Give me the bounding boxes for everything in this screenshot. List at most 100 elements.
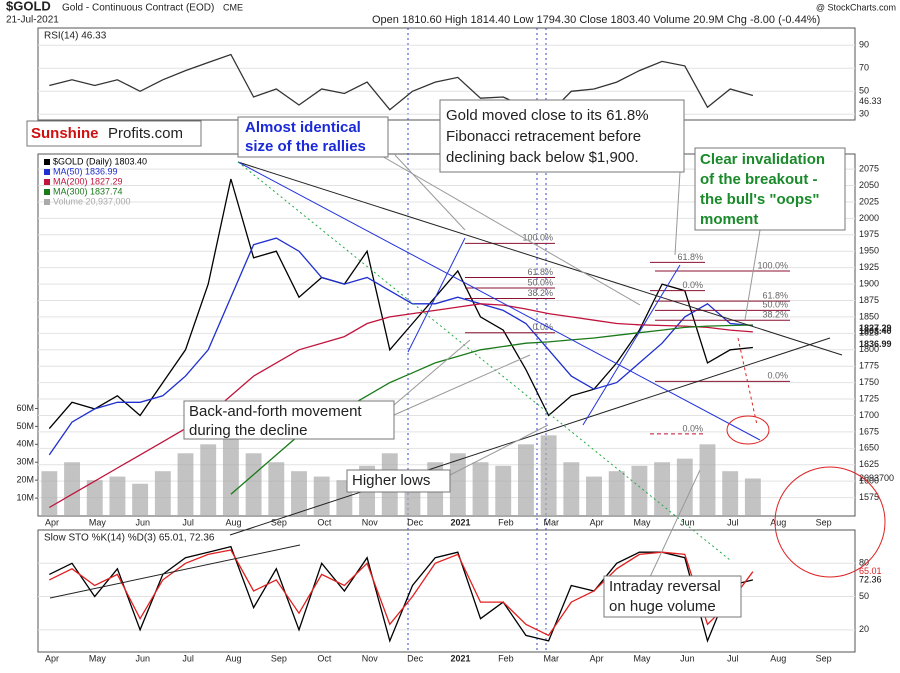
x-tick-label: Jun bbox=[136, 517, 151, 527]
fib-label: 100.0% bbox=[522, 233, 553, 243]
x-tick-label: 2021 bbox=[450, 653, 470, 663]
x-tick-label: Dec bbox=[407, 517, 424, 527]
note-box bbox=[183, 400, 395, 440]
x-tick-label: Jul bbox=[727, 653, 739, 663]
volume-bar bbox=[586, 476, 602, 516]
volume-bar bbox=[86, 480, 103, 516]
value-tag: 46.33 bbox=[859, 96, 882, 106]
volume-bar bbox=[109, 476, 126, 516]
fib-label: 0.0% bbox=[767, 371, 788, 381]
volume-bar bbox=[41, 471, 58, 516]
volume-bar bbox=[517, 444, 534, 516]
source: @ StockCharts.com bbox=[816, 2, 896, 12]
legend-swatch bbox=[44, 189, 50, 195]
value-tag: 1803.40 bbox=[859, 326, 892, 336]
legend-label: MA(50) 1836.99 bbox=[53, 166, 118, 176]
panel-label: Slow STO %K(14) %D(3) 65.01, 72.36 bbox=[44, 533, 215, 544]
volume-bar bbox=[699, 444, 716, 516]
y-tick-label: 50 bbox=[859, 591, 869, 601]
fib-label: 50.0% bbox=[527, 277, 553, 287]
volume-bar bbox=[608, 471, 625, 516]
x-tick-label: May bbox=[634, 653, 652, 663]
volume-bar bbox=[64, 462, 80, 516]
note: of the breakout - bbox=[700, 171, 818, 188]
y-tick-label: 2050 bbox=[859, 180, 879, 190]
legend-label: MA(300) 1837.74 bbox=[53, 186, 123, 196]
y-tick-label: 90 bbox=[859, 40, 869, 50]
series-line bbox=[48, 178, 753, 430]
fib-label: 100.0% bbox=[757, 260, 788, 270]
x-tick-label: Aug bbox=[226, 653, 242, 663]
note: Almost identical bbox=[245, 119, 361, 136]
y-tick-label: 1650 bbox=[859, 443, 879, 453]
y-tick-label: 1950 bbox=[859, 246, 879, 256]
volume-bar bbox=[268, 462, 285, 516]
x-tick-label: Feb bbox=[498, 517, 514, 527]
x-tick-label: Oct bbox=[317, 653, 332, 663]
x-tick-label: Jul bbox=[182, 653, 194, 663]
trendlines bbox=[49, 154, 886, 599]
brand-box bbox=[26, 120, 202, 147]
note: moment bbox=[700, 211, 758, 228]
x-tick-label: Nov bbox=[362, 653, 379, 663]
y2-tick-label: 60M bbox=[16, 403, 34, 413]
y-tick-label: 20 bbox=[859, 624, 869, 634]
x-tick-label: Oct bbox=[317, 517, 332, 527]
note-box bbox=[346, 469, 451, 493]
y-tick-label: 1575 bbox=[859, 492, 879, 502]
volume-bar bbox=[449, 453, 466, 516]
legend-swatch bbox=[44, 199, 50, 205]
y-tick-label: 2025 bbox=[859, 196, 879, 206]
panel-label: RSI(14) 46.33 bbox=[44, 31, 107, 42]
x-tick-label: Jul bbox=[182, 517, 194, 527]
legend-label: MA(200) 1827.29 bbox=[53, 176, 123, 186]
note-box bbox=[694, 147, 846, 231]
y-tick-label: 1625 bbox=[859, 459, 879, 469]
x-tick-label: May bbox=[89, 517, 107, 527]
note-box bbox=[603, 575, 742, 618]
volume-bar bbox=[132, 483, 149, 516]
fib-label: 61.8% bbox=[527, 267, 553, 277]
note: declining back below $1,900. bbox=[446, 149, 639, 166]
volume-bar bbox=[744, 478, 761, 516]
note: during the decline bbox=[189, 422, 307, 439]
legend-swatch bbox=[44, 169, 50, 175]
volume-bar bbox=[563, 462, 580, 516]
legend-swatch bbox=[44, 159, 50, 165]
y-tick-label: 30 bbox=[859, 109, 869, 119]
volume-bar bbox=[313, 476, 330, 516]
note: Higher lows bbox=[352, 472, 430, 489]
note: Intraday reversal bbox=[609, 578, 721, 595]
x-tick-label: May bbox=[89, 653, 107, 663]
series-line bbox=[48, 237, 753, 456]
y-tick-label: 1775 bbox=[859, 361, 879, 371]
symbol: $GOLD bbox=[6, 0, 51, 13]
y-tick-label: 1875 bbox=[859, 295, 879, 305]
y-tick-label: 1825 bbox=[859, 328, 879, 338]
series-line bbox=[49, 549, 754, 637]
note: Clear invalidation bbox=[700, 151, 825, 168]
y2-tick-label: 30M bbox=[16, 457, 34, 467]
x-tick-label: Sep bbox=[816, 517, 832, 527]
instrument: Gold - Continuous Contract (EOD) bbox=[62, 3, 214, 14]
sto-frame bbox=[37, 529, 856, 653]
series-line bbox=[48, 303, 753, 509]
note-box bbox=[237, 116, 389, 158]
x-tick-label: Aug bbox=[770, 653, 786, 663]
x-tick-label: Jun bbox=[680, 653, 695, 663]
volume-bar bbox=[154, 471, 171, 516]
x-tick-label: Aug bbox=[770, 517, 786, 527]
brand: Profits.com bbox=[108, 125, 183, 142]
x-tick-label: Apr bbox=[590, 653, 604, 663]
volume-bar bbox=[200, 444, 217, 516]
y-tick-label: 1750 bbox=[859, 377, 879, 387]
value-tag: 72.36 bbox=[859, 574, 882, 584]
x-tick-label: Jun bbox=[680, 517, 695, 527]
y-tick-label: 1725 bbox=[859, 393, 879, 403]
fib-label: 61.8% bbox=[762, 291, 788, 301]
x-tick-label: Dec bbox=[407, 653, 424, 663]
volume-bar bbox=[540, 435, 557, 516]
y-tick-label: 1900 bbox=[859, 278, 879, 288]
y-tick-label: 1925 bbox=[859, 262, 879, 272]
